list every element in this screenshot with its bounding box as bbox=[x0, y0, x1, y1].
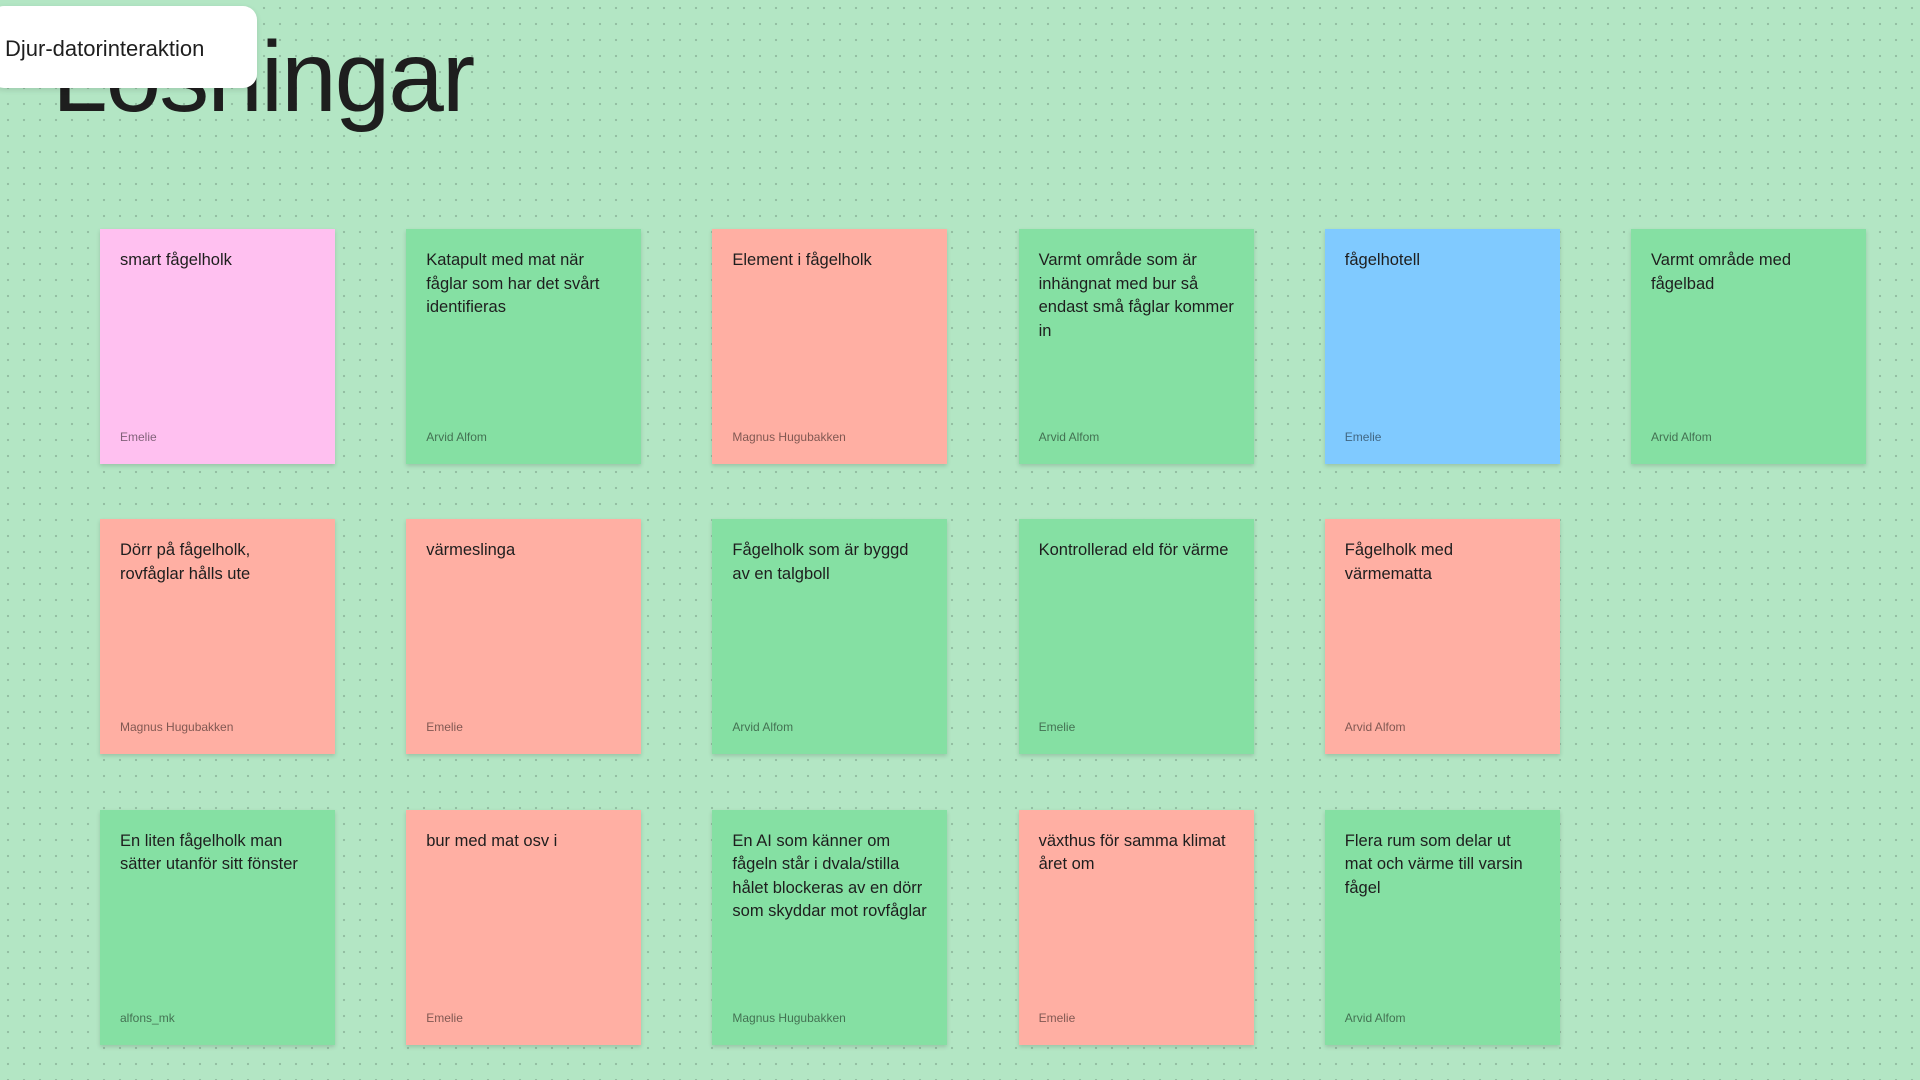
sticky-note[interactable]: Element i fågelholk Magnus Hugubakken bbox=[712, 229, 948, 464]
note-text: Kontrollerad eld för värme bbox=[1038, 541, 1229, 560]
note-text: växthus för samma klimat året om bbox=[1038, 831, 1226, 874]
note-author: Emelie bbox=[1038, 1010, 1076, 1025]
note-author: Magnus Hugubakken bbox=[732, 1010, 846, 1025]
note-author: Emelie bbox=[1038, 720, 1076, 735]
sticky-note[interactable]: Varmt område med fågelbad Arvid Alfom bbox=[1631, 229, 1866, 464]
note-text: Element i fågelholk bbox=[732, 251, 872, 269]
tooltip: Djur-datorinteraktion bbox=[0, 6, 257, 88]
note-author: Arvid Alfom bbox=[1651, 430, 1712, 444]
sticky-note[interactable]: Varmt område som är inhängnat med bur så… bbox=[1018, 229, 1254, 464]
note-author: Arvid Alfom bbox=[1344, 720, 1406, 735]
sticky-note[interactable]: fågelhotell Emelie bbox=[1324, 229, 1560, 464]
note-author: Emelie bbox=[426, 1010, 463, 1025]
sticky-note[interactable]: värmeslinga Emelie bbox=[406, 519, 642, 755]
note-author: Magnus Hugubakken bbox=[120, 720, 234, 735]
sticky-note[interactable]: bur med mat osv i Emelie bbox=[406, 809, 642, 1045]
note-text: smart fågelholk bbox=[120, 251, 232, 269]
tooltip-text: Djur-datorinteraktion bbox=[5, 36, 205, 61]
note-text: En AI som känner om fågeln står i dvala/… bbox=[732, 831, 927, 921]
sticky-note[interactable]: växthus för samma klimat året om Emelie bbox=[1018, 809, 1254, 1045]
sticky-note[interactable]: En AI som känner om fågeln står i dvala/… bbox=[712, 809, 948, 1045]
sticky-note[interactable]: Fågelholk med värmematta Arvid Alfom bbox=[1324, 519, 1560, 755]
note-text: En liten fågelholk man sätter utanför si… bbox=[120, 831, 298, 874]
sticky-note[interactable]: smart fågelholk Emelie bbox=[100, 229, 335, 464]
note-text: Fågelholk som är byggd av en talgboll bbox=[732, 541, 909, 583]
note-text: Fågelholk med värmematta bbox=[1344, 541, 1454, 583]
note-text: värmeslinga bbox=[426, 541, 516, 560]
note-text: Katapult med mat när fåglar som har det … bbox=[426, 251, 600, 316]
sticky-note[interactable]: Kontrollerad eld för värme Emelie bbox=[1018, 519, 1254, 755]
note-author: Arvid Alfom bbox=[732, 720, 794, 735]
note-author: Arvid Alfom bbox=[1038, 430, 1100, 444]
note-text: Varmt område med fågelbad bbox=[1651, 251, 1791, 293]
note-text: fågelhotell bbox=[1344, 251, 1421, 269]
sticky-note[interactable]: Fågelholk som är byggd av en talgboll Arv… bbox=[712, 519, 948, 755]
note-author: alfons_mk bbox=[120, 1010, 175, 1025]
note-text: bur med mat osv i bbox=[426, 831, 558, 850]
sticky-note[interactable]: Flera rum som delar ut mat och värme til… bbox=[1324, 809, 1560, 1045]
note-author: Arvid Alfom bbox=[1344, 1010, 1406, 1025]
note-author: Emelie bbox=[120, 430, 157, 444]
note-author: Arvid Alfom bbox=[426, 430, 487, 444]
note-text: Flera rum som delar ut mat och värme til… bbox=[1344, 831, 1523, 897]
note-author: Emelie bbox=[1344, 430, 1382, 444]
sticky-note[interactable]: Katapult med mat när fåglar som har det … bbox=[406, 229, 642, 464]
note-author: Magnus Hugubakken bbox=[732, 430, 846, 444]
note-text: Dörr på fågelholk, rovfåglar hålls ute bbox=[120, 541, 251, 583]
sticky-note[interactable]: En liten fågelholk man sätter utanför si… bbox=[100, 809, 335, 1045]
note-author: Emelie bbox=[426, 720, 463, 735]
sticky-note[interactable]: Dörr på fågelholk, rovfåglar hålls ute Ma… bbox=[100, 519, 335, 755]
note-text: Varmt område som är inhängnat med bur så… bbox=[1038, 251, 1234, 340]
